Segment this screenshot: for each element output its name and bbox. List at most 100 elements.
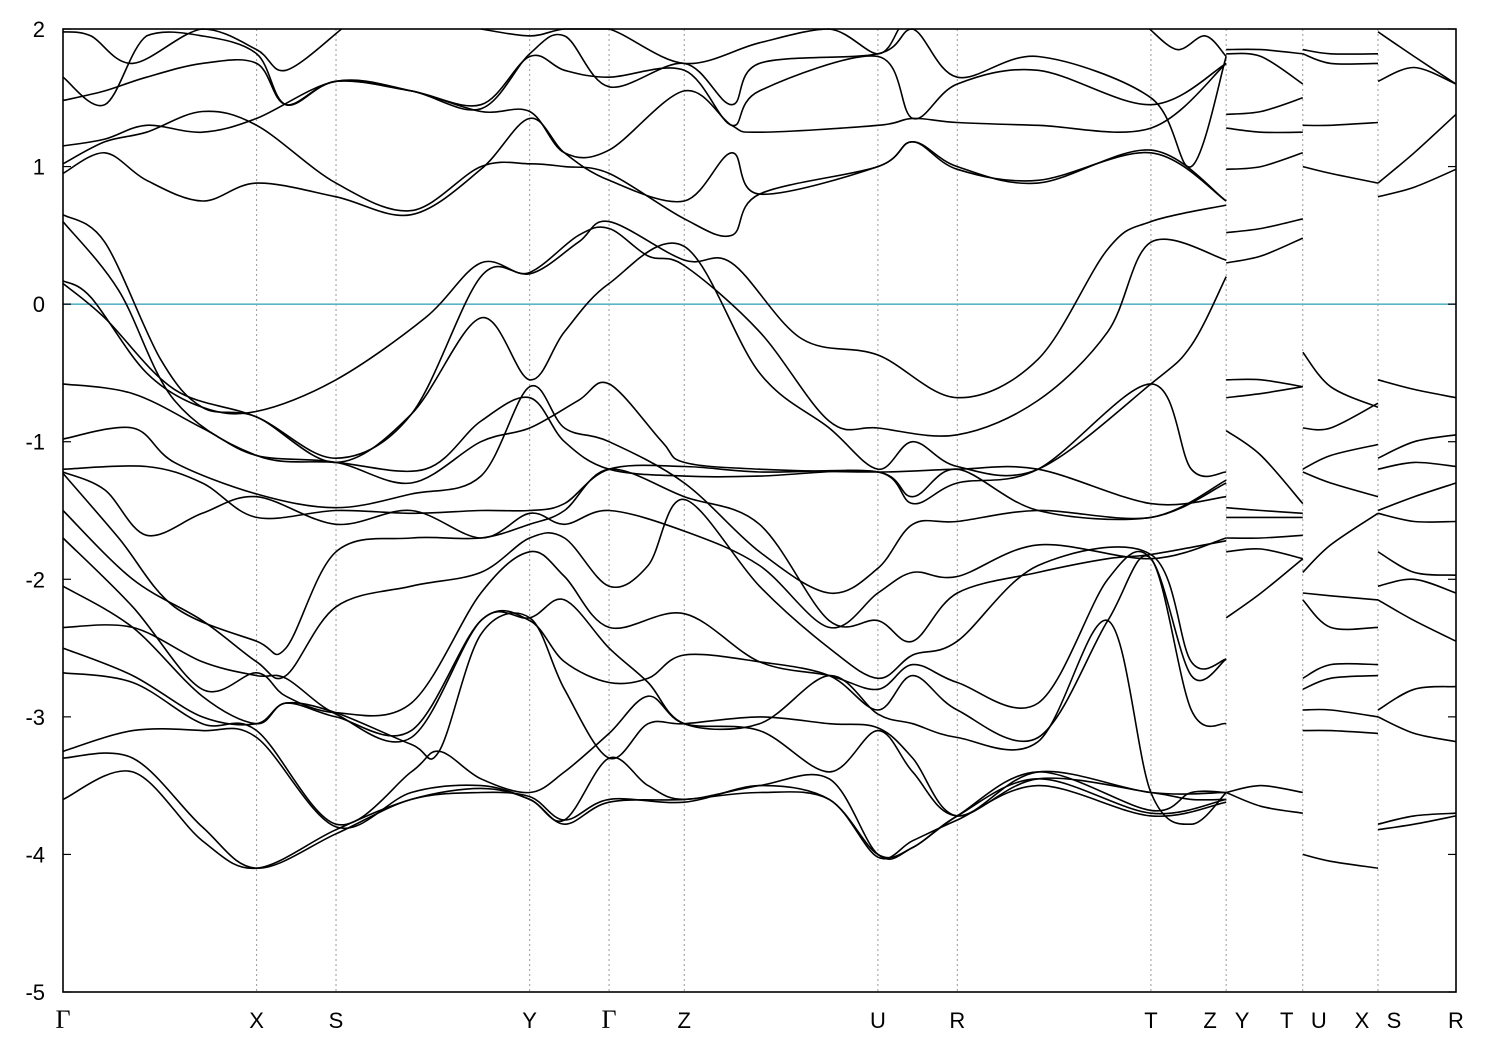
band-line — [1302, 402, 1379, 431]
band-line — [1225, 791, 1303, 814]
kpoint-label: Γ — [602, 1005, 617, 1034]
kpoint-label: X — [1355, 1008, 1370, 1033]
kpoint-label: R — [949, 1008, 965, 1033]
band-line — [1302, 165, 1379, 184]
band-line — [1302, 599, 1379, 631]
band-line — [1226, 48, 1303, 55]
band-line — [1226, 385, 1303, 399]
band-line — [1377, 66, 1457, 85]
band-line — [1377, 434, 1457, 459]
band-line — [62, 598, 1227, 826]
y-tick-label: -4 — [25, 842, 45, 867]
band-line — [1226, 218, 1303, 234]
band-line — [62, 384, 1227, 595]
band-line — [1377, 551, 1457, 576]
band-line — [62, 464, 1227, 521]
band-line — [1302, 853, 1379, 869]
band-line — [1226, 534, 1303, 540]
band-line — [1226, 52, 1304, 85]
y-tick-label: -1 — [25, 430, 45, 455]
band-line — [1302, 471, 1379, 498]
y-tick-label: -5 — [25, 980, 45, 1005]
band-line — [62, 672, 1227, 826]
plot-frame — [62, 28, 1457, 993]
kpoint-label: Z — [678, 1008, 691, 1033]
band-line — [1377, 512, 1457, 523]
band-line — [1302, 729, 1379, 735]
band-line — [62, 28, 1227, 168]
band-line — [1377, 482, 1457, 512]
kpoint-label: S — [329, 1008, 344, 1033]
band-line — [62, 612, 1227, 817]
band-line — [62, 555, 1227, 743]
band-line — [1302, 674, 1379, 691]
band-line — [62, 117, 1227, 217]
band-line — [1226, 152, 1304, 171]
band-line — [1377, 168, 1457, 198]
kpoint-label: Γ — [55, 1005, 70, 1034]
band-line — [1302, 48, 1379, 55]
kpoint-label: X — [249, 1008, 264, 1033]
band-line — [1377, 812, 1457, 825]
band-line — [1226, 506, 1303, 515]
band-line — [1302, 121, 1379, 127]
band-line — [1226, 547, 1303, 560]
band-line — [62, 752, 1227, 870]
band-line — [1302, 512, 1379, 573]
band-line — [1377, 599, 1457, 642]
band-line — [62, 468, 1227, 656]
y-tick-label: -3 — [25, 705, 45, 730]
band-line — [1302, 708, 1379, 718]
band-line — [1377, 685, 1457, 711]
high-symmetry-gridlines — [256, 29, 1379, 992]
band-line — [1377, 113, 1457, 184]
band-line — [62, 204, 1227, 415]
band-line — [1225, 558, 1304, 619]
y-tick-label: 1 — [33, 155, 45, 180]
band-line — [62, 381, 1227, 506]
band-line — [1226, 97, 1304, 116]
kpoint-label: T — [1280, 1008, 1293, 1033]
band-line — [1226, 127, 1303, 134]
kpoint-label: Z — [1203, 1008, 1216, 1033]
band-line — [1377, 379, 1457, 399]
band-line — [62, 471, 1227, 629]
band-line — [62, 54, 1227, 127]
band-line — [1377, 716, 1457, 743]
kpoint-label: R — [1448, 1008, 1464, 1033]
kpoint-label: U — [1311, 1008, 1327, 1033]
y-tick-label: 2 — [33, 17, 45, 42]
kpoint-label: Y — [1235, 1008, 1250, 1033]
band-line — [1377, 578, 1457, 594]
band-line — [1302, 662, 1379, 680]
band-line — [1225, 430, 1304, 505]
band-line — [1226, 378, 1303, 388]
band-line — [62, 110, 1227, 238]
kpoint-label: U — [870, 1008, 886, 1033]
band-lines — [62, 28, 1457, 870]
band-line — [1377, 815, 1457, 831]
band-line — [1302, 592, 1379, 601]
band-line — [62, 62, 1227, 159]
band-line — [1377, 461, 1457, 470]
band-line — [62, 498, 1227, 680]
kpoint-label: T — [1144, 1008, 1157, 1033]
band-line — [62, 213, 1227, 477]
band-line — [1302, 53, 1379, 65]
band-line — [1148, 28, 1227, 58]
band-line — [62, 770, 1227, 870]
band-line — [1226, 237, 1304, 264]
band-line — [62, 537, 1227, 717]
kpoint-label: S — [1387, 1008, 1402, 1033]
band-line — [1302, 443, 1379, 470]
y-axis: -5 -4 -3 -2 -1 0 1 2 — [25, 17, 1456, 1005]
band-line — [1226, 784, 1303, 794]
kpoint-label: Y — [522, 1008, 537, 1033]
band-line — [1377, 31, 1457, 85]
y-tick-label: -2 — [25, 567, 45, 592]
band-line — [62, 727, 1227, 860]
band-line — [480, 28, 900, 65]
band-line — [1302, 351, 1379, 409]
y-tick-label: 0 — [33, 292, 45, 317]
